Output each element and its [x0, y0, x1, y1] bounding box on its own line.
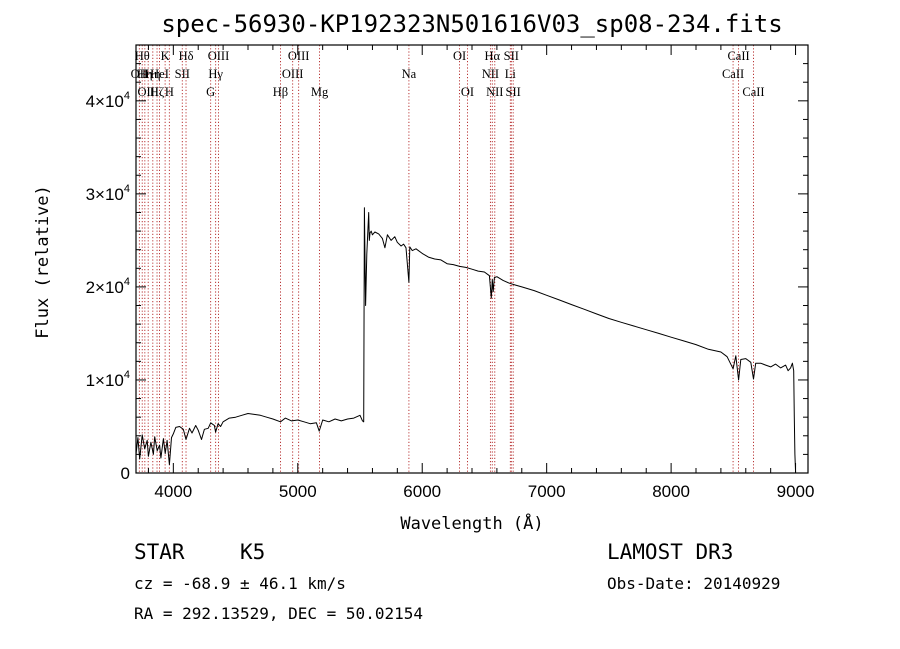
marker-label-2: Hη: [137, 67, 153, 81]
marker-label-0: OII: [131, 67, 148, 81]
marker-label-21: NII: [482, 67, 499, 81]
y-tick-label-2: 2×104: [86, 276, 130, 297]
marker-label-12: Hγ: [208, 67, 223, 81]
marker-label-26: SII: [506, 85, 521, 99]
marker-label-8: H: [165, 85, 174, 99]
spectrum-line: [135, 207, 797, 474]
marker-label-4: Hη: [145, 67, 161, 81]
marker-label-17: Mg: [311, 85, 329, 99]
marker-label-25: SII: [504, 49, 519, 63]
marker-label-3: OIII: [137, 85, 159, 99]
marker-label-11: G: [206, 85, 215, 99]
marker-label-28: CaII: [727, 49, 749, 63]
redshift-value: cz = -68.9 ± 46.1 km/s: [134, 574, 346, 593]
plot-frame: [135, 44, 809, 474]
marker-label-7: K: [161, 49, 170, 63]
y-tick-label-0: 0: [121, 464, 130, 483]
marker-label-6: HeI: [150, 67, 169, 81]
marker-label-16: OIII: [288, 49, 310, 63]
marker-label-5: Hζ: [150, 85, 164, 99]
marker-labels: OIIHθHηOIIIHηHζHeIKHSIIHδGHγOIIIHβOIIIOI…: [131, 49, 765, 99]
x-tick-label-4: 8000: [652, 482, 690, 501]
marker-label-20: OI: [461, 85, 474, 99]
x-axis-label: Wavelength (Å): [400, 512, 543, 534]
y-tick-label-1: 1×104: [86, 369, 130, 390]
marker-label-14: Hβ: [273, 85, 288, 99]
marker-label-9: SII: [175, 67, 190, 81]
marker-label-10: Hδ: [179, 49, 194, 63]
observation-date: Obs-Date: 20140929: [607, 574, 781, 593]
x-tick-label-2: 6000: [403, 482, 441, 501]
x-tick-label-3: 7000: [528, 482, 566, 501]
object-subclass: K5: [240, 540, 266, 564]
y-tick-label-3: 3×104: [86, 183, 130, 204]
chart-title: spec-56930-KP192323N501616V03_sp08-234.f…: [161, 10, 782, 38]
y-axis-label: Flux (relative): [33, 185, 53, 339]
spectrum-series: [135, 207, 797, 474]
y-tick-label-4: 4×104: [86, 90, 130, 111]
emission-line-markers: [138, 45, 754, 473]
marker-label-18: Na: [402, 67, 417, 81]
object-class: STAR: [134, 540, 185, 564]
marker-label-24: Li: [505, 67, 517, 81]
marker-label-29: CaII: [742, 85, 764, 99]
survey-name: LAMOST DR3: [607, 540, 734, 564]
marker-label-1: Hθ: [135, 49, 150, 63]
marker-label-23: NII: [486, 85, 503, 99]
marker-label-22: Hα: [484, 49, 500, 63]
x-tick-label-0: 4000: [154, 482, 192, 501]
x-tick-label-1: 5000: [279, 482, 317, 501]
coordinates: RA = 292.13529, DEC = 50.02154: [134, 604, 423, 623]
marker-label-19: OI: [453, 49, 466, 63]
x-tick-label-5: 9000: [777, 482, 815, 501]
marker-label-15: OIII: [282, 67, 304, 81]
marker-label-13: OIII: [208, 49, 230, 63]
axis-ticks: 4000 5000 6000 7000 8000 9000 0 1×104 2×104 3×104…: [86, 45, 815, 501]
marker-label-27: CaII: [722, 67, 744, 81]
